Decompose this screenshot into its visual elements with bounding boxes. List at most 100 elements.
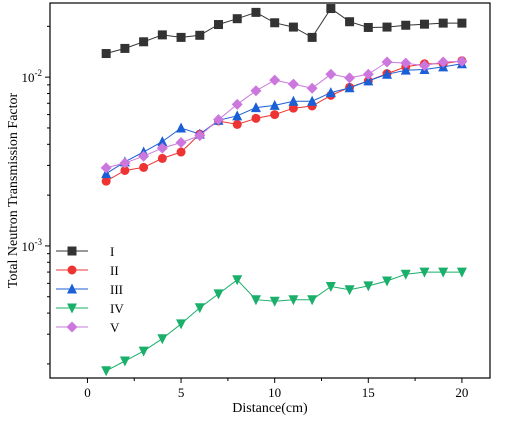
data-point [307, 32, 317, 42]
data-point [194, 303, 205, 314]
legend-item: V [56, 320, 120, 335]
data-point [232, 119, 242, 129]
data-point [119, 157, 131, 169]
x-axis-title: Distance(cm) [232, 401, 308, 416]
series-line [105, 60, 462, 182]
data-point [381, 56, 393, 68]
data-point [269, 296, 280, 307]
x-tick-label: 10 [268, 385, 281, 400]
plot-border [49, 2, 491, 379]
data-point [307, 295, 318, 306]
legend-label: III [110, 282, 123, 297]
data-point [232, 110, 243, 121]
data-point [288, 95, 299, 106]
data-point [139, 37, 149, 47]
data-point [325, 68, 337, 80]
data-point [400, 57, 412, 69]
data-point [120, 43, 130, 53]
data-point [176, 122, 187, 133]
legend-label: IV [110, 301, 124, 316]
legend-marker [67, 265, 77, 275]
data-point [307, 95, 318, 106]
plot-frame [49, 2, 491, 379]
data-point [344, 82, 355, 93]
y-tick-label: 10-3 [22, 237, 43, 254]
data-point [250, 102, 261, 113]
data-point [176, 147, 186, 157]
data-point [157, 136, 168, 147]
data-point [457, 18, 467, 28]
data-point [251, 113, 261, 123]
data-point [213, 289, 224, 300]
data-point [100, 162, 112, 174]
data-point [456, 55, 468, 67]
series-4 [101, 267, 467, 377]
data-point [250, 295, 261, 306]
data-point [156, 142, 168, 154]
data-point [418, 60, 430, 72]
data-point [176, 32, 186, 42]
data-point [119, 356, 130, 367]
legend-item: III [56, 282, 123, 297]
data-point [344, 72, 356, 84]
data-point [138, 346, 149, 357]
data-point [101, 49, 111, 59]
y-tick-label: 10-2 [22, 68, 43, 85]
data-point [306, 82, 318, 94]
data-point [269, 74, 281, 86]
data-point [232, 14, 242, 24]
data-point [438, 267, 449, 278]
x-tick-label: 0 [84, 385, 91, 400]
data-point [288, 103, 298, 113]
data-point [194, 130, 206, 142]
data-point [157, 153, 167, 163]
data-point [101, 176, 111, 186]
x-tick-label: 5 [178, 385, 185, 400]
legend-label: II [110, 263, 119, 278]
legend-item: II [56, 263, 119, 278]
data-point [382, 68, 393, 79]
axes: 0 5 10 15 20 10-3 10-2 [22, 25, 468, 400]
x-tick-label: 15 [362, 385, 375, 400]
data-point [288, 22, 298, 32]
data-point [363, 75, 374, 86]
data-point [175, 137, 187, 149]
data-point [325, 87, 336, 98]
data-point [419, 19, 429, 29]
data-point [251, 7, 261, 17]
series-line [105, 271, 462, 372]
data-point [400, 269, 411, 280]
data-point [363, 22, 373, 32]
data-point [401, 20, 411, 30]
data-point [139, 162, 149, 172]
data-point [232, 275, 243, 286]
series-2 [101, 56, 467, 186]
data-point [213, 114, 225, 126]
legend-marker [66, 321, 78, 333]
series-1 [101, 4, 467, 59]
data-point [157, 334, 168, 345]
legend-item: I [56, 244, 114, 259]
data-point [419, 267, 430, 278]
legend-label: V [110, 320, 120, 335]
data-point [120, 165, 130, 175]
series-layer [100, 4, 468, 377]
data-point [325, 281, 336, 292]
legend-marker [67, 303, 77, 314]
data-point [382, 22, 392, 32]
data-point [362, 68, 374, 80]
data-point [363, 281, 374, 292]
data-point [270, 18, 280, 28]
data-point [287, 78, 299, 90]
data-point [456, 267, 467, 278]
data-point [438, 18, 448, 28]
series-line [105, 63, 462, 175]
x-tick-label: 20 [455, 385, 468, 400]
data-point [157, 30, 167, 40]
data-point [250, 85, 262, 97]
legend-marker [67, 246, 77, 256]
series-5 [100, 55, 468, 174]
data-point [437, 56, 449, 68]
